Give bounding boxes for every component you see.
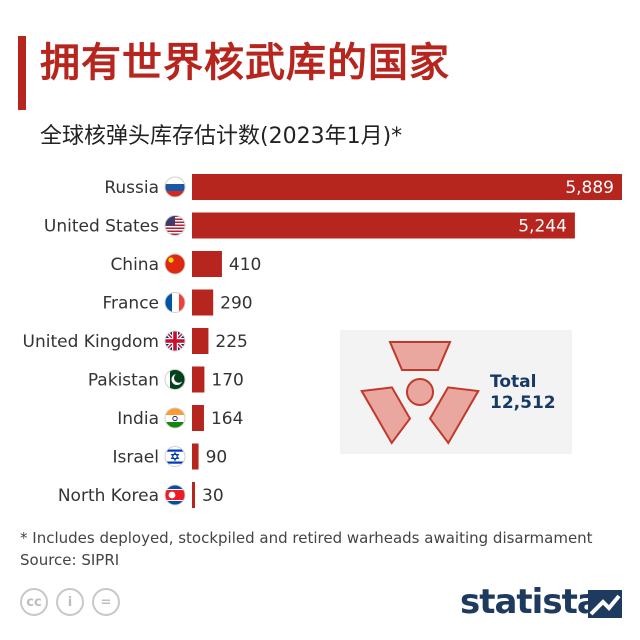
bar — [192, 251, 222, 277]
bar — [192, 405, 204, 431]
category-label: France — [102, 294, 159, 314]
flag-pakistan-icon — [164, 369, 186, 390]
chart-subtitle: 全球核弹头库存估计数(2023年1月)* — [40, 124, 403, 149]
flag-china-icon — [164, 253, 186, 275]
value-label: 90 — [206, 448, 228, 468]
bar — [192, 174, 622, 200]
bar — [192, 482, 195, 508]
flag-north-korea-icon — [164, 484, 186, 506]
value-label: 5,244 — [518, 217, 567, 237]
category-label: China — [110, 255, 159, 275]
category-label: North Korea — [58, 486, 159, 506]
radiation-blade-top — [388, 341, 452, 371]
category-label: Russia — [104, 178, 159, 198]
creative-commons-icon[interactable]: cc — [20, 588, 48, 616]
flag-israel-icon — [164, 446, 186, 467]
footnote: * Includes deployed, stockpiled and reti… — [20, 529, 593, 547]
title-accent-bar — [18, 36, 26, 110]
value-label: 290 — [220, 294, 252, 314]
statista-logo[interactable]: statista — [460, 582, 600, 622]
value-label: 5,889 — [565, 178, 614, 198]
bar — [192, 366, 205, 393]
flag-india-icon — [164, 407, 186, 429]
radiation-icon — [360, 341, 480, 445]
flag-united-kingdom-icon — [164, 330, 186, 352]
bar-chart: Russia 5,889 United States 5,244 China 410 Fra… — [23, 174, 622, 508]
attribution-icon[interactable]: i — [56, 588, 84, 616]
bar — [192, 443, 199, 470]
value-label: 30 — [202, 486, 224, 506]
bar — [192, 289, 214, 316]
value-label: 410 — [229, 255, 261, 275]
flag-russia-icon — [164, 176, 186, 198]
category-label: India — [117, 409, 159, 429]
radiation-center — [406, 378, 434, 406]
bar — [192, 212, 575, 239]
no-derivatives-icon[interactable]: = — [92, 588, 120, 616]
value-label: 225 — [215, 332, 247, 352]
total-box — [340, 330, 572, 454]
value-label: 164 — [211, 409, 243, 429]
category-label: United States — [44, 217, 159, 237]
category-label: United Kingdom — [23, 332, 159, 352]
total-title: Total — [490, 372, 537, 392]
category-label: Pakistan — [88, 371, 159, 391]
radiation-blade-right — [428, 386, 480, 445]
category-label: Israel — [113, 448, 159, 468]
statista-logo-icon — [588, 590, 622, 618]
value-label: 170 — [211, 371, 243, 391]
radiation-blade-left — [360, 386, 412, 445]
flag-united-states-icon — [164, 215, 186, 236]
total-label: Total 12,512 — [490, 372, 556, 414]
total-value: 12,512 — [490, 393, 556, 413]
bar — [192, 328, 209, 354]
source-note: Source: SIPRI — [20, 551, 120, 569]
flag-france-icon — [164, 292, 186, 313]
chart-title: 拥有世界核武库的国家 — [40, 40, 450, 86]
license-icons: cc i = — [20, 588, 120, 616]
